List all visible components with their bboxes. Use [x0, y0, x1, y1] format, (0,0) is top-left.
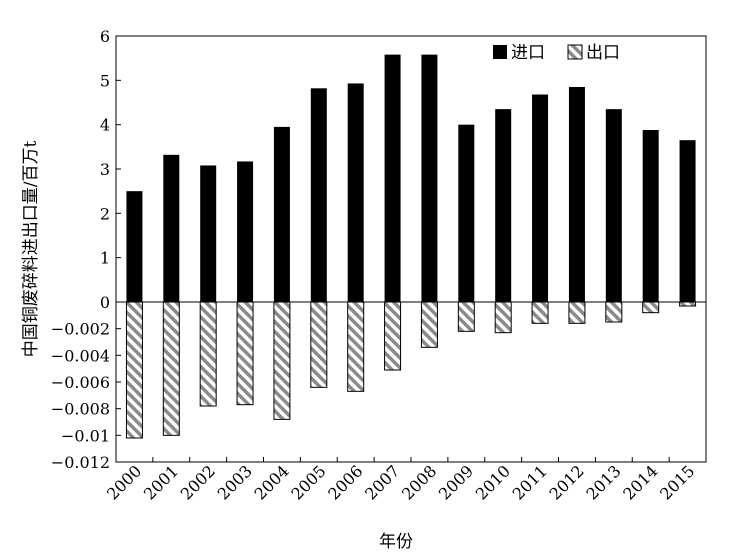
x-tick-label: 2011 — [509, 461, 551, 503]
x-tick-label: 2010 — [472, 461, 514, 503]
legend: 进口 出口 — [493, 43, 620, 63]
x-tick-label: 2012 — [546, 461, 588, 503]
y-tick-label: 5 — [100, 71, 110, 90]
bar-import-2005 — [310, 88, 327, 303]
bar-export-2005 — [310, 301, 328, 388]
y-tick-label: 6 — [100, 27, 110, 46]
y-tick-label: 0 — [100, 293, 110, 312]
bar-import-2011 — [532, 94, 549, 303]
bar-import-2006 — [347, 83, 364, 302]
bar-export-2010 — [494, 301, 512, 334]
y-axis-title: 中国铜废碎料进出口量/百万t — [21, 141, 41, 358]
x-tick-label: 2005 — [287, 461, 329, 503]
bar-import-2000 — [126, 191, 143, 302]
y-tick-label: −0.01 — [61, 426, 110, 445]
y-tick-label: −0.012 — [51, 453, 110, 472]
legend-label-export: 出口 — [586, 43, 620, 63]
bar-export-2014 — [642, 301, 660, 314]
legend-swatch-import — [493, 45, 507, 59]
y-tick-label: −0.008 — [51, 400, 110, 419]
bar-export-2002 — [199, 301, 217, 407]
bar-import-2010 — [495, 109, 512, 303]
x-tick-label: 2015 — [656, 461, 698, 503]
bar-import-2001 — [163, 154, 180, 302]
y-tick-label: 3 — [100, 160, 110, 179]
bar-import-2015 — [679, 140, 696, 302]
y-axis: 0 1 2 3 4 5 6 −0.002 −0.004 −0.006 −0.008 −0.01 −0.0… — [51, 27, 121, 472]
bar-import-2003 — [237, 161, 254, 302]
y-tick-label: 4 — [100, 116, 110, 135]
x-axis-title: 年份 — [379, 532, 413, 552]
x-tick-label: 2002 — [177, 461, 219, 503]
x-tick-label: 2009 — [435, 461, 477, 503]
x-tick-label: 2004 — [251, 461, 293, 503]
bar-import-2008 — [421, 54, 438, 303]
bar-export-2006 — [347, 301, 365, 392]
bar-export-2007 — [384, 301, 402, 371]
x-tick-label: 2013 — [582, 461, 624, 503]
legend-swatch-export — [567, 44, 583, 60]
x-tick-label: 2006 — [324, 461, 366, 503]
x-tick-label: 2007 — [361, 461, 403, 503]
bar-export-2009 — [457, 301, 475, 332]
y-tick-label: −0.006 — [51, 373, 110, 392]
bar-export-2001 — [162, 301, 180, 436]
bar-import-2004 — [273, 126, 290, 302]
y-tick-label: −0.002 — [51, 320, 110, 339]
x-axis: 2000200120022003200420052006200720082009… — [103, 457, 698, 504]
bar-import-2009 — [458, 124, 475, 303]
bar-export-2011 — [531, 301, 549, 324]
x-tick-label: 2014 — [619, 461, 661, 503]
bar-import-2014 — [642, 129, 659, 302]
bar-import-2002 — [200, 165, 217, 302]
import-bars — [126, 54, 696, 303]
export-bars — [125, 301, 697, 439]
bar-import-2007 — [384, 54, 401, 303]
x-tick-label: 2008 — [398, 461, 440, 503]
legend-label-import: 进口 — [511, 43, 545, 63]
y-tick-label: 1 — [100, 249, 110, 268]
bar-export-2000 — [125, 301, 143, 439]
bar-export-2003 — [236, 301, 254, 406]
y-tick-label: 2 — [100, 204, 110, 223]
bar-export-2004 — [273, 301, 291, 420]
y-tick-label: −0.004 — [51, 346, 110, 365]
bar-export-2015 — [679, 301, 697, 307]
bar-import-2012 — [568, 86, 585, 302]
x-tick-label: 2003 — [214, 461, 256, 503]
bar-export-2008 — [420, 301, 438, 348]
bar-export-2013 — [605, 301, 623, 323]
bar-export-2012 — [568, 301, 586, 324]
bar-import-2013 — [605, 109, 622, 303]
x-tick-label: 2001 — [140, 461, 182, 503]
